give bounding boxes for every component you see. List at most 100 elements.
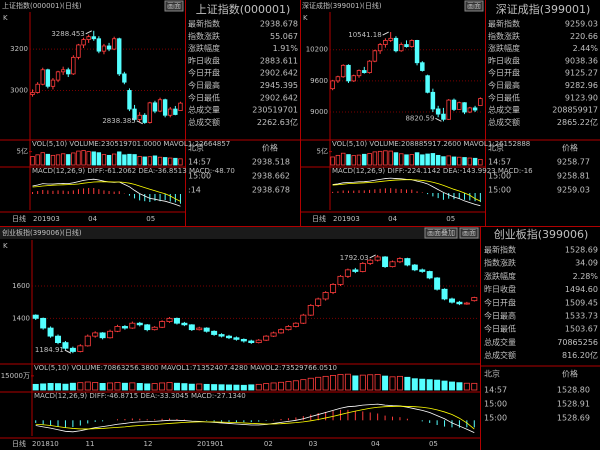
info-value: 2.44% [573, 44, 599, 53]
annotation-pointer [382, 31, 389, 36]
volume-bar [278, 381, 285, 391]
button-label[interactable]: 画面 [467, 2, 481, 10]
tick-header: 北京 [484, 369, 500, 379]
volume-header: VOL(5,10) VOLUME:70863256.3800 MAVOL1:71… [34, 364, 337, 372]
info-label: 昨日收盘 [488, 55, 520, 65]
candle-body [367, 60, 372, 73]
info-label: 今日最高 [188, 80, 220, 90]
button-label[interactable]: 画面 [167, 2, 181, 10]
candle-body [434, 277, 441, 290]
info-value: 2938.678 [260, 20, 298, 29]
candle-body [114, 326, 121, 332]
volume-bar [159, 382, 166, 391]
candle-body [151, 326, 158, 331]
candle-body [352, 269, 359, 272]
candle-body [456, 301, 463, 305]
candle-body [188, 324, 195, 331]
info-label: 最新指数 [188, 19, 220, 29]
volume-bar [132, 154, 137, 166]
volume-bar [356, 154, 362, 166]
tick-time: 15:00 [188, 172, 211, 181]
candle-body [462, 102, 467, 113]
info-value: 34.09 [575, 259, 598, 268]
candle-body [71, 56, 76, 75]
volume-bar [330, 156, 335, 166]
candle-body [315, 298, 322, 306]
candle-body [91, 36, 96, 40]
tick-time: 15:00 [484, 414, 507, 423]
candle-body [159, 321, 166, 328]
candle-body [122, 73, 127, 83]
candle-body [335, 76, 341, 82]
info-label: 指数涨跌 [188, 31, 220, 41]
chart-title: 创业板指(399006)(日线) [2, 228, 82, 237]
volume-bar [467, 157, 473, 166]
button[interactable] [164, 0, 184, 12]
volume-bar [255, 383, 262, 391]
volume-bar [55, 154, 61, 166]
info-label: 总成交量 [484, 337, 516, 347]
candle-body [411, 264, 418, 271]
k-label: K [3, 14, 8, 22]
candle-body [441, 288, 448, 300]
x-tick-label: 04 [371, 440, 380, 448]
candle-body [255, 339, 262, 344]
button[interactable] [459, 227, 479, 239]
x-tick-label: 201903 [333, 215, 360, 223]
panel-title: 深证成指(399001) [496, 2, 591, 16]
volume-bar [136, 383, 143, 391]
candle-body [430, 91, 436, 110]
volume-bar [168, 157, 173, 166]
macd-header: MACD(12,26,9) DIFF:-46.8715 DEA:-33.3045… [34, 392, 246, 400]
volume-bar [441, 380, 448, 391]
candle-body [425, 75, 430, 93]
candle-body [240, 338, 247, 342]
volume-bar [446, 155, 451, 166]
volume-bar [81, 150, 86, 166]
candle-body [62, 342, 69, 349]
info-value: 1494.60 [565, 285, 598, 294]
y-tick-label: 3200 [10, 45, 28, 53]
volume-bar [419, 378, 426, 391]
info-value: 9259.03 [565, 20, 598, 29]
candle-body [173, 317, 180, 324]
volume-bar [362, 153, 367, 166]
volume-bar [411, 378, 418, 391]
candle-body [55, 71, 61, 81]
volume-bar [106, 154, 112, 166]
button-label[interactable]: 画面 [462, 229, 476, 237]
button[interactable] [464, 0, 484, 12]
volume-bar [50, 154, 56, 166]
volume-bar [96, 152, 102, 166]
button-label[interactable]: 画面叠加 [427, 228, 455, 237]
candle-body [263, 335, 270, 341]
candle-body [173, 108, 178, 115]
candle-body [203, 327, 210, 332]
volume-bar [377, 150, 383, 166]
info-value: 2945.395 [260, 81, 298, 90]
volume-bar [462, 157, 467, 166]
annotation-pointer [435, 117, 442, 122]
volume-bar [393, 152, 399, 166]
candle-body [152, 102, 158, 112]
volume-bar [270, 382, 277, 391]
tick-price: 9259.03 [557, 186, 590, 195]
period-label: 日线 [12, 439, 26, 448]
button[interactable] [424, 227, 458, 239]
volume-bar [77, 382, 84, 391]
candle-body [69, 347, 76, 352]
volume-bar [84, 381, 91, 391]
candle-body [382, 256, 389, 268]
x-tick-label: 201901 [197, 440, 224, 448]
candle-body [359, 262, 366, 272]
volume-bar [111, 153, 117, 166]
info-label: 总成交额 [488, 117, 520, 127]
info-label: 今日开盘 [484, 297, 516, 307]
x-tick-label: 11 [86, 440, 95, 448]
info-label: 涨跌幅度 [188, 43, 220, 53]
y-tick-label: 1600 [12, 282, 30, 290]
annotation-pointer [85, 30, 92, 35]
candle-body [218, 334, 225, 337]
candle-body [117, 38, 122, 75]
